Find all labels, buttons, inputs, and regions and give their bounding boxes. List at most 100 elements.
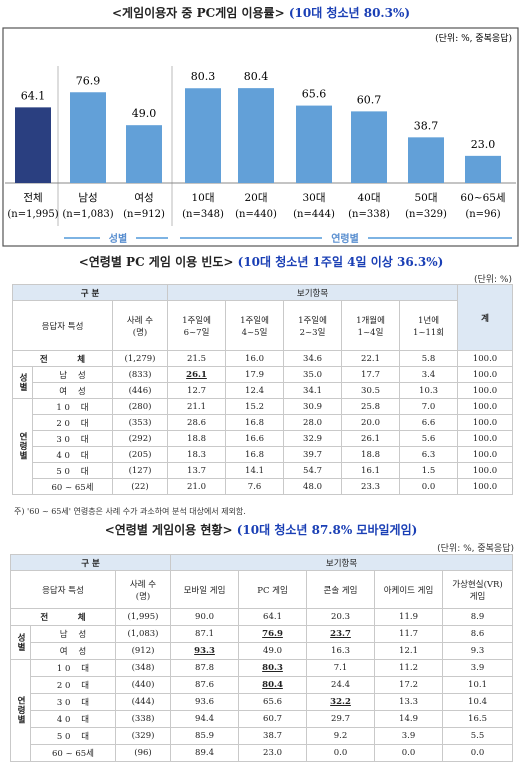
table-cell: 54.7 (283, 462, 343, 479)
table-row: 여 성 (446) 12.7 12.4 34.1 30.5 10.3 100.0 (13, 382, 514, 399)
sample-size: (n=338) (348, 209, 390, 220)
header-cell: 1개월에 1~4일 (341, 300, 401, 351)
table-head: 구 분 보기항목 응답자 특성 사례 수 (명) 모바일 게임 PC 게임 콘솔 게임 아케이… (9, 554, 514, 609)
table-row: 성별 남 성 (1,083) 87.1 76.9 23.7 11.7 8.6 (10, 625, 514, 660)
table-cell: 100.0 (457, 446, 514, 463)
table-cell: 10.3 (399, 382, 459, 399)
row-label: 1 0 대 (30, 659, 116, 677)
sample-size: (n=348) (182, 209, 224, 220)
table2-highlight: (10대 청소년 87.8% 모바일게임) (236, 523, 418, 537)
table-cell: 23.3 (341, 478, 401, 495)
value-label: 65.6 (302, 88, 327, 101)
table-cell: 100.0 (457, 430, 514, 447)
sample-size: (n=96) (465, 209, 500, 220)
table1-highlight: (10대 청소년 1주일 4일 이상 36.3%) (237, 255, 444, 269)
table-cell: 93.3 (170, 642, 240, 660)
row-label: 5 0 대 (32, 462, 113, 479)
table-cell: 100.0 (457, 414, 514, 431)
category-label: 40대 (357, 192, 380, 204)
table-cell: 11.7 (374, 625, 444, 643)
header-cell: 아케이드 게임 (374, 570, 444, 609)
table-cell: 16.3 (306, 642, 376, 660)
table-cell: 9.2 (306, 727, 376, 745)
table-cell: 17.2 (374, 676, 444, 694)
case-count: (348) (114, 659, 172, 677)
category-label: 10대 (191, 192, 214, 204)
table-cell: 87.6 (170, 676, 240, 694)
bar (15, 107, 51, 183)
case-count: (292) (111, 430, 169, 447)
case-count: (1,995) (114, 608, 172, 626)
table-cell: 13.7 (167, 462, 227, 479)
header-cell: 사례 수 (명) (111, 300, 169, 351)
header-cell: 계 (457, 284, 514, 351)
row-label: 남 성 (32, 366, 113, 383)
sample-size: (n=912) (123, 209, 165, 220)
case-count: (338) (114, 710, 172, 728)
table-cell: 34.6 (283, 350, 343, 367)
table-cell: 65.6 (238, 693, 308, 711)
table-row: 5 0 대 (329) 85.9 38.7 9.2 3.9 5.5 (11, 727, 514, 745)
sample-size: (n=1,083) (62, 209, 113, 220)
emphasized-value: 26.1 (186, 369, 207, 380)
row-label: 1 0 대 (32, 398, 113, 415)
table-cell: 89.4 (170, 744, 240, 762)
case-count: (280) (111, 398, 169, 415)
table-row: 4 0 대 (338) 94.4 60.7 29.7 14.9 16.5 (11, 710, 514, 728)
table-cell: 8.9 (442, 608, 514, 626)
table-cell: 3.4 (399, 366, 459, 383)
table-body: 전 체 (1,279) 21.5 16.0 34.6 22.1 5.8 100.0 성별 남 성(… (12, 350, 514, 495)
table1-unit: (단위: %) (473, 275, 512, 285)
footnote: 주) '60 ~ 65세' 연령층은 사례 수가 과소하여 분석 대상에서 제외… (14, 507, 246, 516)
table-cell: 16.6 (225, 430, 285, 447)
table-cell: 0.0 (399, 478, 459, 495)
emphasized-value: 76.9 (262, 629, 283, 639)
row-label: 4 0 대 (32, 446, 113, 463)
table-cell: 20.3 (306, 608, 376, 626)
table-cell: 28.0 (283, 414, 343, 431)
emphasized-value: 80.3 (262, 663, 283, 673)
table-cell: 29.7 (306, 710, 376, 728)
header-cell: 1주일에 2~3일 (283, 300, 343, 351)
row-label: 3 0 대 (30, 693, 116, 711)
table-row: 성별 남 성 (833) 26.1 17.9 35.0 17.7 3.4 100.0 (12, 366, 514, 399)
table1: 구 분 보기항목 계 응답자 특성 사례 수 (명) 1주일에 6~7일 1주일에 4~5일… (11, 284, 514, 495)
table-row: 60 ~ 65세 (22) 21.0 7.6 48.0 23.3 0.0 100.0 (13, 478, 514, 495)
row-label: 60 ~ 65세 (32, 478, 113, 495)
table-row: 여 성 (912) 93.3 49.0 16.3 12.1 9.3 (11, 642, 514, 660)
table-cell: 16.1 (341, 462, 401, 479)
category-label: 20대 (244, 192, 267, 204)
bar (185, 88, 221, 183)
group-label: 성별 (109, 232, 127, 245)
category-label: 남성 (78, 192, 97, 204)
table-cell: 39.7 (283, 446, 343, 463)
table-cell: 32.9 (283, 430, 343, 447)
value-label: 49.0 (132, 107, 157, 120)
emphasized-value: 32.2 (330, 697, 351, 707)
case-count: (205) (111, 446, 169, 463)
value-label: 23.0 (471, 138, 496, 151)
case-count: (329) (114, 727, 172, 745)
table-cell: 30.9 (283, 398, 343, 415)
table-cell: 30.5 (341, 382, 401, 399)
table-cell: 7.0 (399, 398, 459, 415)
chart: (단위: %, 중복응답) 성별 연령별 64.1 전체 (n=1,995) 76.9… (2, 27, 519, 247)
group-label: 연령별 (10, 659, 31, 762)
table-cell: 5.6 (399, 430, 459, 447)
table-cell: 18.3 (167, 446, 227, 463)
sample-size: (n=444) (293, 209, 335, 220)
case-count: (353) (111, 414, 169, 431)
table-cell: 0.0 (306, 744, 376, 762)
header-row: 구 분 보기항목 (9, 554, 514, 571)
table-cell: 32.2 (306, 693, 376, 711)
table-cell: 76.9 (238, 625, 308, 643)
table-cell: 8.6 (442, 625, 514, 643)
category-label: 30대 (302, 192, 325, 204)
table-cell: 60.7 (238, 710, 308, 728)
group-label: 연령별 (331, 232, 359, 245)
table-row: 3 0 대 (444) 93.6 65.6 32.2 13.3 10.4 (11, 693, 514, 711)
row-label: 전 체 (10, 608, 116, 626)
table-cell: 25.8 (341, 398, 401, 415)
table-cell: 24.4 (306, 676, 376, 694)
